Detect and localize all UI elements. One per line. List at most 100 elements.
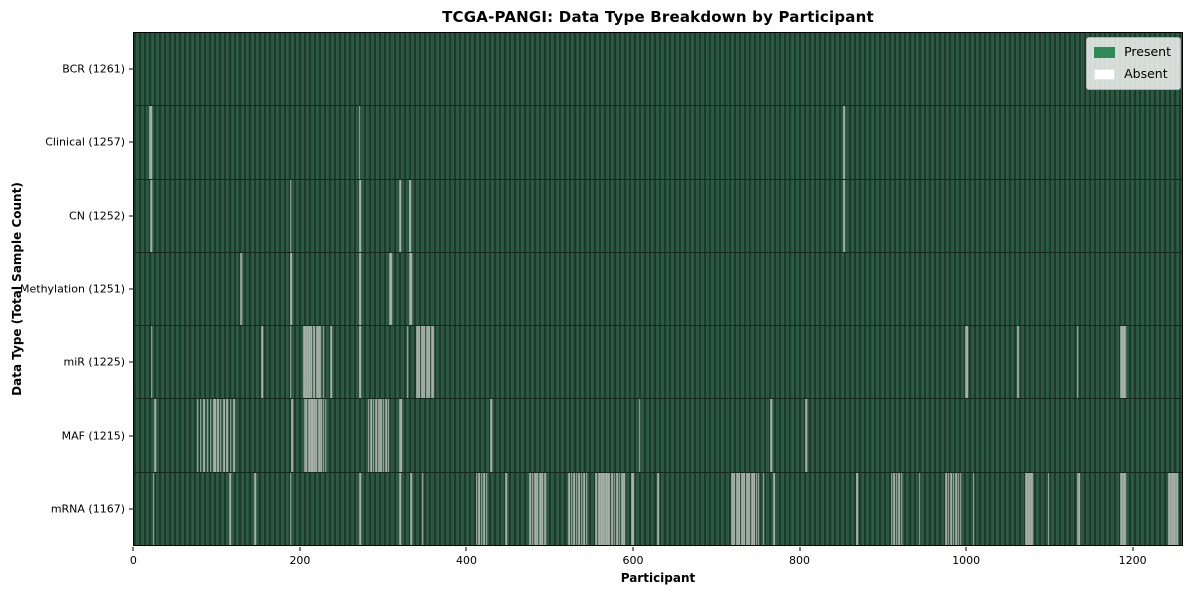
absent-mark xyxy=(305,399,308,472)
absent-mark xyxy=(432,326,435,399)
absent-mark xyxy=(150,106,152,179)
absent-mark xyxy=(895,472,898,545)
absent-mark xyxy=(945,472,948,545)
absent-mark xyxy=(151,179,153,252)
x-tick-label-400: 400 xyxy=(455,554,477,567)
absent-mark xyxy=(741,472,743,545)
absent-mark xyxy=(408,179,411,252)
absent-mark xyxy=(638,399,641,472)
absent-mark xyxy=(950,472,953,545)
absent-mark xyxy=(657,472,659,545)
absent-mark xyxy=(632,472,634,545)
absent-mark xyxy=(303,326,305,399)
absent-mark xyxy=(1032,472,1034,545)
absent-mark xyxy=(1123,472,1126,545)
absent-mark xyxy=(483,472,486,545)
absent-mark xyxy=(330,326,333,399)
absent-mark xyxy=(955,472,958,545)
y-tick-label-bcr: BCR (1261) xyxy=(62,62,125,76)
absent-mark xyxy=(1122,326,1125,399)
absent-mark xyxy=(359,179,362,252)
y-tick-label-cn: CN (1252) xyxy=(69,209,125,223)
absent-mark xyxy=(534,472,536,545)
absent-mark xyxy=(631,472,634,545)
absent-mark xyxy=(485,472,488,545)
absent-mark xyxy=(770,399,772,472)
absent-mark xyxy=(304,326,307,399)
y-tick-label-methylation: Methylation (1251) xyxy=(20,282,125,296)
absent-mark xyxy=(609,472,611,545)
absent-mark xyxy=(226,399,229,472)
absent-mark xyxy=(600,472,603,545)
absent-mark xyxy=(505,472,507,545)
absent-mark xyxy=(1168,472,1170,545)
absent-mark xyxy=(743,472,746,545)
absent-mark xyxy=(965,326,968,399)
absent-mark xyxy=(541,472,544,545)
absent-mark xyxy=(423,326,426,399)
absent-mark xyxy=(616,472,619,545)
absent-mark xyxy=(410,252,412,326)
absent-mark xyxy=(203,399,206,472)
absent-mark xyxy=(1171,472,1174,545)
absent-mark xyxy=(618,472,621,545)
absent-mark xyxy=(1028,472,1031,545)
y-tick-mark xyxy=(129,68,133,70)
x-tick-label-600: 600 xyxy=(622,554,644,567)
absent-mark xyxy=(490,399,492,472)
x-tick-label-1000: 1000 xyxy=(952,554,981,567)
x-tick-mark xyxy=(132,547,134,551)
absent-mark xyxy=(313,399,315,472)
absent-mark xyxy=(748,472,751,545)
absent-mark xyxy=(320,399,323,472)
absent-mark xyxy=(200,399,202,472)
absent-mark xyxy=(324,399,327,472)
absent-mark xyxy=(217,399,220,472)
absent-mark xyxy=(418,326,421,399)
absent-mark xyxy=(399,399,402,472)
absent-mark xyxy=(855,472,858,545)
absent-mark xyxy=(1120,326,1122,399)
legend-label-present: Present xyxy=(1124,44,1171,60)
absent-mark xyxy=(623,472,625,545)
absent-mark xyxy=(289,472,292,545)
absent-mark xyxy=(578,472,580,545)
absent-mark xyxy=(856,472,859,545)
absent-mark xyxy=(400,399,402,472)
absent-mark xyxy=(476,472,478,545)
absent-mark xyxy=(303,326,306,399)
absent-mark xyxy=(1120,472,1122,545)
absent-mark xyxy=(580,472,583,545)
absent-mark xyxy=(1125,326,1127,399)
absent-mark xyxy=(544,472,546,545)
y-tick-label-mir: miR (1225) xyxy=(63,355,126,369)
absent-mark xyxy=(595,472,598,545)
absent-mark xyxy=(206,399,209,472)
x-tick-mark xyxy=(632,547,634,551)
absent-mark xyxy=(762,472,765,545)
x-tick-label-800: 800 xyxy=(789,554,811,567)
matrix-row-maf xyxy=(134,398,1182,472)
absent-mark xyxy=(613,472,616,545)
y-tick-mark xyxy=(129,361,133,363)
absent-mark xyxy=(229,472,231,545)
matrix-row-cn xyxy=(134,178,1182,252)
absent-mark xyxy=(1173,472,1175,545)
absent-mark xyxy=(1078,472,1081,545)
absent-mark xyxy=(746,472,748,545)
absent-mark xyxy=(318,399,320,472)
absent-mark xyxy=(289,326,292,399)
absent-mark xyxy=(310,399,313,472)
absent-mark xyxy=(261,326,264,399)
absent-mark xyxy=(318,326,320,399)
absent-mark xyxy=(570,472,573,545)
absent-mark xyxy=(893,472,895,545)
x-tick-label-200: 200 xyxy=(289,554,311,567)
absent-mark xyxy=(233,399,235,472)
y-axis-tick-labels: BCR (1261) Clinical (1257) CN (1252) Methyl… xyxy=(0,32,125,546)
absent-mark xyxy=(375,399,378,472)
absent-mark xyxy=(1076,472,1079,545)
legend-item-absent: Absent xyxy=(1094,65,1171,84)
absent-mark xyxy=(583,472,585,545)
